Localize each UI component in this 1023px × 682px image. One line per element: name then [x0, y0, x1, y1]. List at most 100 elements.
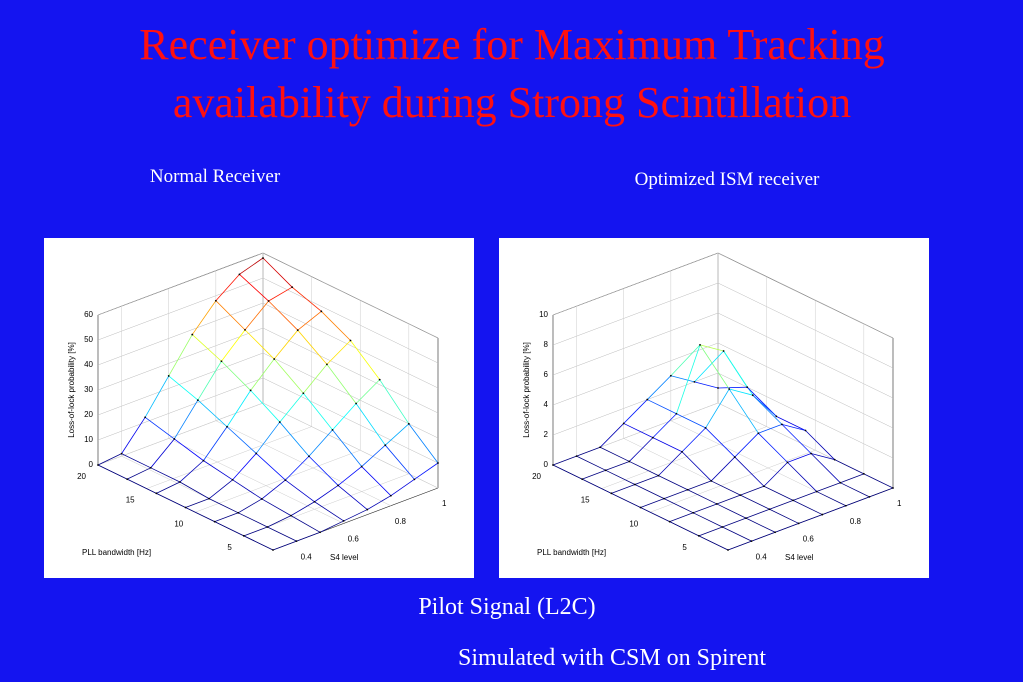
mesh-segment: [350, 340, 380, 380]
mesh-segment: [647, 399, 677, 415]
mesh-segment: [729, 388, 753, 396]
z-tick-label: 50: [84, 335, 93, 344]
mesh-point: [273, 358, 276, 360]
mesh-segment: [285, 479, 315, 503]
mesh-segment: [297, 311, 322, 331]
mesh-point: [792, 499, 795, 502]
mesh-point: [378, 378, 381, 381]
mesh-segment: [291, 286, 322, 312]
mesh-point: [144, 416, 147, 419]
mesh-segment: [215, 274, 240, 301]
mesh-segment: [355, 403, 386, 446]
mesh-point: [839, 481, 842, 484]
mesh-segment: [652, 437, 683, 453]
mesh-point: [675, 412, 678, 415]
mesh-point: [739, 494, 742, 496]
mesh-segment: [705, 388, 730, 429]
mesh-point: [319, 531, 322, 534]
mesh-segment: [332, 429, 363, 467]
mesh-point: [149, 466, 152, 469]
mesh-point: [202, 459, 205, 462]
mesh-segment: [273, 329, 299, 360]
mesh-point: [360, 465, 363, 468]
mesh-point: [668, 520, 671, 523]
mesh-segment: [798, 514, 823, 524]
mesh-segment: [173, 399, 199, 440]
mesh-segment: [268, 300, 299, 331]
mesh-segment: [203, 426, 228, 461]
mesh-segment: [751, 531, 776, 542]
mesh-segment: [681, 451, 712, 482]
x-tick-label: 5: [682, 543, 687, 552]
mesh-point: [815, 490, 818, 493]
mesh-segment: [734, 456, 765, 487]
mesh-segment: [272, 540, 297, 551]
mesh-segment: [197, 399, 228, 428]
title-line: availability during Strong Scintillation: [173, 78, 851, 127]
mesh-segment: [144, 416, 175, 440]
mesh-point: [699, 343, 701, 346]
mesh-point: [308, 455, 310, 458]
mesh-segment: [214, 521, 245, 537]
mesh-point: [810, 452, 812, 455]
mesh-segment: [705, 427, 736, 458]
mesh-point: [196, 399, 199, 401]
mesh-point: [320, 310, 323, 313]
z-tick-label: 10: [84, 435, 93, 444]
mesh-point: [290, 514, 292, 517]
mesh-segment: [863, 473, 894, 489]
mesh-segment: [740, 485, 765, 496]
mesh-segment: [840, 482, 870, 498]
mesh-segment: [121, 453, 151, 469]
mesh-point: [366, 508, 369, 511]
mesh-segment: [652, 413, 677, 438]
mesh-segment: [303, 392, 333, 431]
mesh-point: [349, 339, 352, 342]
mesh-segment: [787, 462, 817, 492]
mesh-segment: [693, 503, 717, 514]
mesh-segment: [379, 379, 410, 425]
mesh-segment: [698, 526, 723, 537]
mesh-segment: [792, 500, 823, 515]
mesh-segment: [308, 455, 339, 486]
mesh-segment: [722, 526, 752, 542]
mesh-segment: [384, 423, 410, 446]
mesh-segment: [296, 531, 321, 542]
mesh-segment: [816, 491, 847, 507]
mesh-segment: [203, 460, 233, 481]
mesh-segment: [670, 344, 701, 376]
z-tick-label: 0: [89, 460, 94, 469]
mesh-point: [622, 422, 625, 425]
mesh-segment: [208, 479, 233, 499]
mesh-point: [581, 478, 584, 481]
mesh-point: [710, 480, 713, 482]
plot-panel: [499, 238, 929, 578]
mesh-point: [337, 484, 340, 487]
mesh-segment: [605, 461, 630, 471]
x-tick-label: 15: [581, 496, 590, 505]
mesh-point: [768, 508, 771, 511]
mesh-segment: [238, 512, 268, 528]
mesh-point: [179, 481, 181, 483]
mesh-segment: [261, 479, 286, 500]
mesh-segment: [728, 388, 759, 434]
mesh-segment: [319, 520, 344, 533]
mesh-segment: [244, 329, 275, 360]
mesh-segment: [244, 300, 269, 331]
mesh-point: [646, 398, 649, 401]
mesh-segment: [250, 390, 281, 423]
mesh-segment: [337, 466, 362, 486]
chart-subtitle: Optimized ISM receiver: [635, 169, 820, 190]
mesh-segment: [308, 429, 333, 457]
mesh-segment: [97, 464, 128, 480]
mesh-point: [634, 483, 636, 486]
mesh-segment: [262, 257, 293, 288]
mesh-segment: [669, 512, 694, 523]
mesh-segment: [758, 423, 783, 434]
z-tick-label: 30: [84, 385, 93, 394]
mesh-point: [599, 446, 602, 449]
mesh-segment: [711, 480, 741, 496]
mesh-segment: [623, 399, 648, 424]
mesh-segment: [769, 500, 794, 510]
mesh-segment: [144, 375, 170, 418]
